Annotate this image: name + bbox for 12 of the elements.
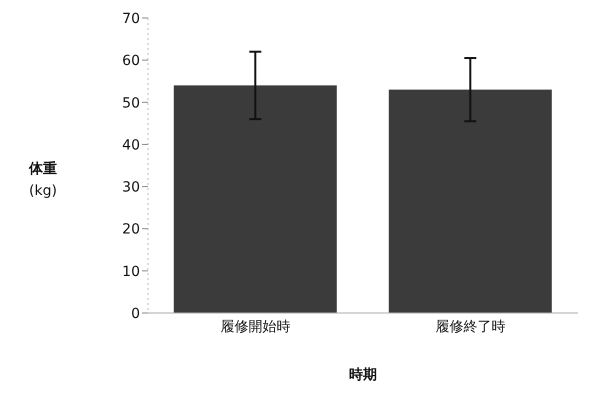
x-axis-title: 時期 [348, 366, 378, 384]
y-tick-label: 20 [122, 222, 140, 238]
y-tick-label: 30 [122, 180, 140, 196]
y-tick-label: 40 [122, 137, 140, 154]
y-tick-label: 70 [122, 10, 140, 27]
y-tick-label: 10 [122, 264, 140, 280]
x-tick-label: 履修終了時 [436, 318, 506, 335]
x-tick-label: 履修開始時 [220, 318, 290, 335]
y-tick-label: 0 [131, 306, 140, 322]
y-axis-title: 体重 (kg) [28, 160, 58, 201]
y-tick-label: 60 [122, 53, 140, 70]
y-tick-label: 50 [122, 95, 140, 112]
